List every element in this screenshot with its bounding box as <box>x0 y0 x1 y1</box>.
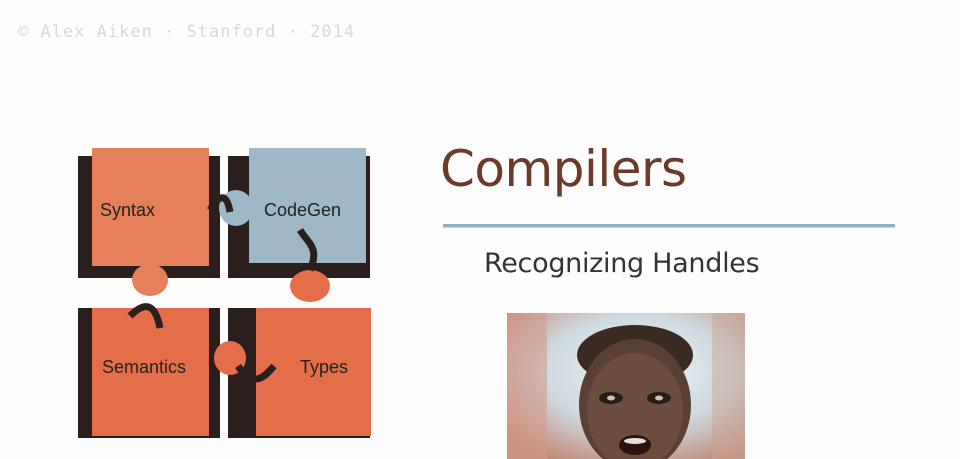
puzzle-label-syntax: Syntax <box>100 200 155 220</box>
puzzle-tab-right <box>290 270 330 302</box>
presenter-video <box>507 313 745 459</box>
puzzle-piece-types <box>256 308 371 436</box>
puzzle-label-semantics: Semantics <box>102 357 186 377</box>
puzzle-label-codegen: CodeGen <box>264 200 341 220</box>
puzzle-tab-left <box>132 264 168 296</box>
slide-title: Compilers <box>440 140 687 198</box>
title-divider <box>443 224 895 228</box>
puzzle-piece-semantics <box>92 308 209 436</box>
puzzle-piece-syntax <box>92 148 209 266</box>
puzzle-label-types: Types <box>300 357 348 377</box>
slide-subtitle: Recognizing Handles <box>484 248 760 279</box>
presenter-face-image <box>507 313 745 459</box>
puzzle-graphic: Syntax CodeGen Semantics Types <box>78 148 371 438</box>
watermark-text: © Alex Aiken · Stanford · 2014 <box>18 22 356 42</box>
